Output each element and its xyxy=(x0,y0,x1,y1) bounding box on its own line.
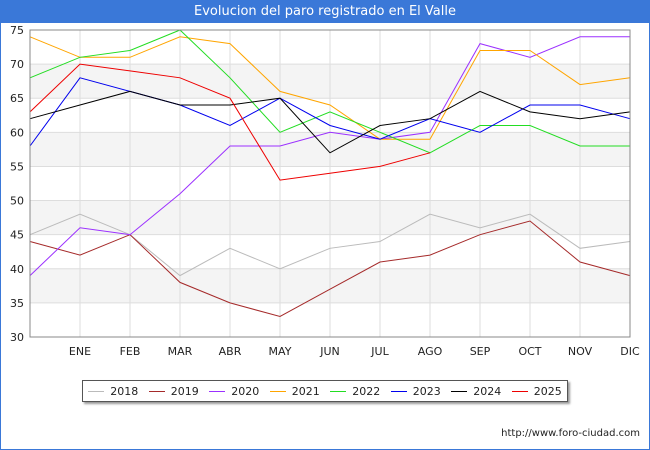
legend-swatch xyxy=(451,390,468,392)
legend-swatch xyxy=(330,390,347,392)
x-axis-ticks: ENE FEB MAR ABR MAY JUN JUL AGO SEP OCT NOV DIC xyxy=(69,345,640,358)
series-line-2025 xyxy=(29,63,431,181)
legend-label: 2023 xyxy=(412,384,441,398)
x-tick-label: JUL xyxy=(370,345,389,358)
legend-swatch xyxy=(390,390,407,392)
legend: 2018 2019 2020 2021 2022 2023 2024 2025 xyxy=(82,380,568,402)
x-tick-label: MAY xyxy=(269,345,292,358)
legend-label: 2021 xyxy=(291,384,320,398)
x-tick-label: SEP xyxy=(470,345,491,358)
legend-swatch xyxy=(511,390,528,392)
series-line-2022 xyxy=(29,29,630,154)
legend-item-2025: 2025 xyxy=(511,384,562,398)
series-lines xyxy=(29,29,631,318)
x-tick-label: FEB xyxy=(120,345,141,358)
legend-label: 2019 xyxy=(170,384,199,398)
source-link[interactable]: http://www.foro-ciudad.com xyxy=(501,428,640,439)
x-tick-label: ABR xyxy=(219,345,242,358)
legend-swatch xyxy=(269,390,286,392)
chart-title: Evolucion del paro registrado en El Vall… xyxy=(1,1,649,23)
y-tick-label: 75 xyxy=(10,24,24,37)
plot-border xyxy=(29,29,631,338)
series-line-2020 xyxy=(29,36,630,276)
x-tick-label: MAR xyxy=(168,345,193,358)
legend-label: 2024 xyxy=(473,384,502,398)
legend-label: 2018 xyxy=(110,384,139,398)
legend-item-2021: 2021 xyxy=(269,384,320,398)
y-tick-label: 50 xyxy=(10,195,24,208)
legend-item-2020: 2020 xyxy=(209,385,259,398)
series-line-2021 xyxy=(29,36,631,140)
x-tick-label: JUN xyxy=(319,345,340,358)
x-tick-label: OCT xyxy=(518,345,541,358)
legend-label: 2025 xyxy=(533,384,562,398)
legend-label: 2020 xyxy=(231,384,260,398)
legend-swatch xyxy=(209,390,226,392)
legend-swatch xyxy=(148,390,165,392)
x-tick-label: AGO xyxy=(418,345,443,358)
y-tick-label: 35 xyxy=(10,297,24,310)
x-tick-label: ENE xyxy=(69,345,91,358)
legend-item-2019: 2019 xyxy=(148,384,199,398)
x-tick-label: DIC xyxy=(620,345,640,358)
y-tick-label: 55 xyxy=(10,160,24,173)
legend-item-2022: 2022 xyxy=(330,385,380,398)
y-axis-ticks: 30 35 40 45 50 55 60 65 70 75 xyxy=(10,24,24,344)
legend-item-2024: 2024 xyxy=(451,385,501,398)
legend-swatch xyxy=(88,390,105,392)
y-tick-label: 45 xyxy=(10,229,24,242)
x-tick-label: NOV xyxy=(568,345,593,358)
y-tick-label: 30 xyxy=(10,331,24,344)
legend-item-2018: 2018 xyxy=(88,385,138,398)
series-line-2024 xyxy=(29,90,631,154)
y-tick-label: 70 xyxy=(10,58,24,71)
y-tick-label: 60 xyxy=(10,126,24,139)
y-tick-label: 65 xyxy=(10,92,24,105)
y-tick-label: 40 xyxy=(10,263,24,276)
legend-label: 2022 xyxy=(352,384,381,398)
legend-item-2023: 2023 xyxy=(390,384,441,398)
